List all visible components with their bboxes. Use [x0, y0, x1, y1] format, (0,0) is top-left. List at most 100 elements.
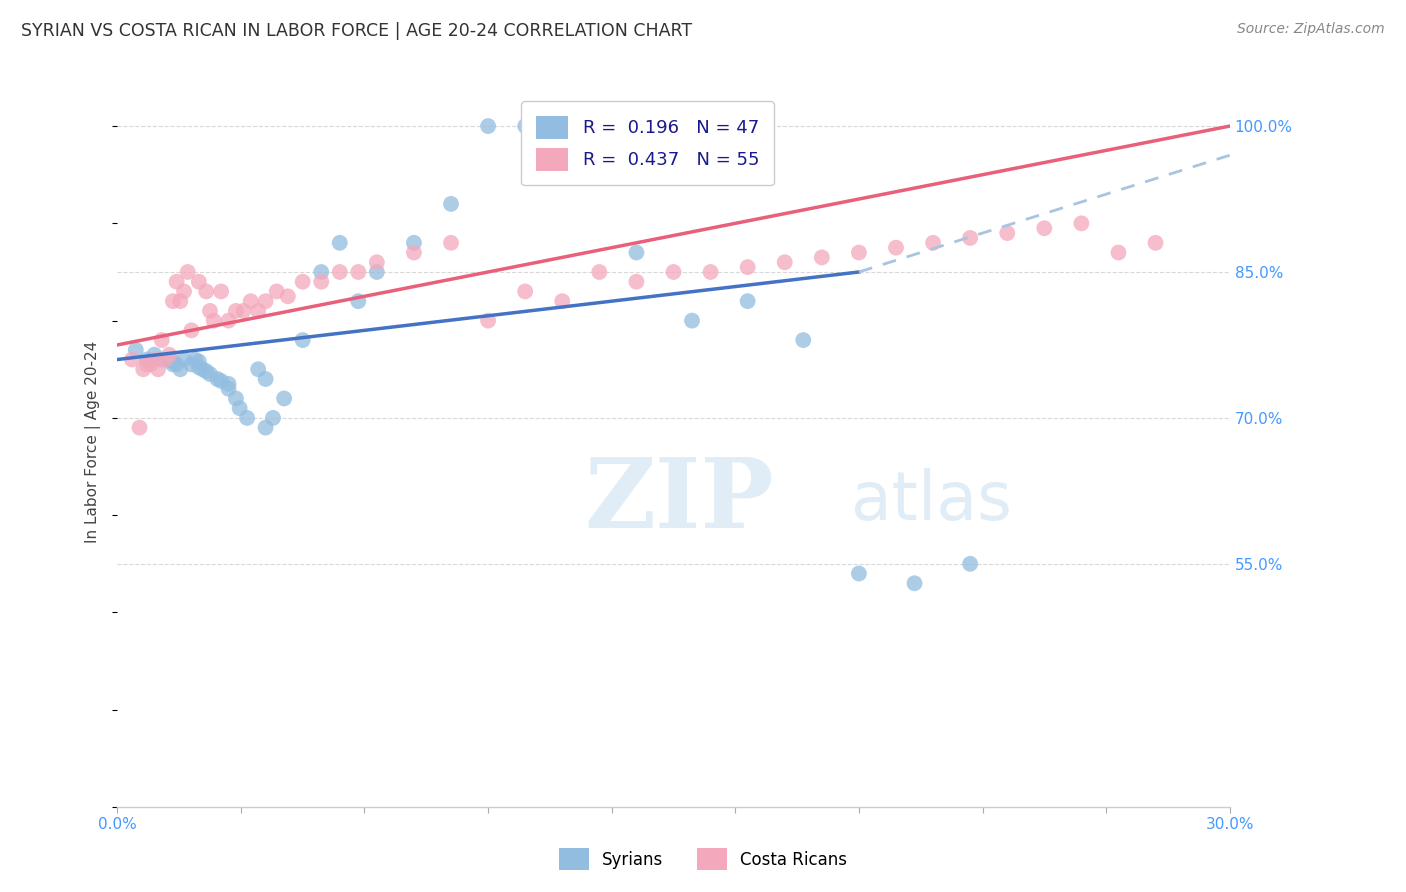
- Point: [347, 265, 370, 279]
- Point: [218, 313, 240, 327]
- Point: [207, 372, 229, 386]
- Point: [173, 285, 195, 299]
- Point: [959, 557, 981, 571]
- Point: [884, 241, 907, 255]
- Point: [180, 358, 202, 372]
- Point: [169, 362, 191, 376]
- Point: [1108, 245, 1130, 260]
- Point: [232, 304, 254, 318]
- Point: [291, 275, 314, 289]
- Point: [626, 275, 648, 289]
- Point: [218, 376, 240, 391]
- Point: [515, 119, 537, 133]
- Point: [773, 255, 796, 269]
- Point: [169, 294, 191, 309]
- Point: [187, 354, 209, 368]
- Point: [209, 285, 232, 299]
- Point: [157, 348, 180, 362]
- Point: [162, 294, 184, 309]
- Point: [121, 352, 143, 367]
- Point: [146, 362, 169, 376]
- Point: [198, 304, 221, 318]
- Point: [254, 420, 277, 434]
- Point: [162, 354, 184, 368]
- Point: [792, 333, 814, 347]
- Point: [551, 119, 574, 133]
- Point: [959, 231, 981, 245]
- Point: [155, 352, 177, 367]
- Point: [309, 265, 332, 279]
- Point: [515, 285, 537, 299]
- Text: ZIP: ZIP: [585, 453, 773, 548]
- Point: [811, 251, 834, 265]
- Point: [239, 294, 262, 309]
- Point: [1070, 216, 1092, 230]
- Point: [162, 358, 184, 372]
- Point: [125, 343, 148, 357]
- Point: [681, 313, 703, 327]
- Point: [225, 304, 247, 318]
- Legend: R =  0.196   N = 47, R =  0.437   N = 55: R = 0.196 N = 47, R = 0.437 N = 55: [522, 101, 773, 186]
- Point: [187, 275, 209, 289]
- Point: [347, 294, 370, 309]
- Point: [136, 358, 159, 372]
- Point: [236, 410, 259, 425]
- Point: [366, 255, 388, 269]
- Point: [139, 358, 162, 372]
- Point: [150, 352, 173, 367]
- Point: [551, 294, 574, 309]
- Point: [254, 294, 277, 309]
- Text: SYRIAN VS COSTA RICAN IN LABOR FORCE | AGE 20-24 CORRELATION CHART: SYRIAN VS COSTA RICAN IN LABOR FORCE | A…: [21, 22, 692, 40]
- Legend: Syrians, Costa Ricans: Syrians, Costa Ricans: [553, 842, 853, 877]
- Point: [166, 358, 188, 372]
- Point: [440, 235, 463, 250]
- Point: [150, 333, 173, 347]
- Y-axis label: In Labor Force | Age 20-24: In Labor Force | Age 20-24: [86, 341, 101, 543]
- Point: [291, 333, 314, 347]
- Point: [191, 362, 214, 376]
- Point: [477, 119, 499, 133]
- Point: [184, 352, 207, 367]
- Point: [848, 245, 870, 260]
- Point: [198, 367, 221, 381]
- Point: [247, 362, 270, 376]
- Point: [737, 260, 759, 274]
- Point: [273, 392, 295, 406]
- Text: atlas: atlas: [852, 467, 1012, 533]
- Point: [195, 285, 218, 299]
- Point: [180, 323, 202, 337]
- Point: [166, 275, 188, 289]
- Point: [588, 265, 610, 279]
- Point: [155, 352, 177, 367]
- Point: [995, 226, 1018, 240]
- Point: [143, 348, 166, 362]
- Point: [588, 128, 610, 143]
- Point: [329, 265, 352, 279]
- Point: [402, 245, 425, 260]
- Point: [1033, 221, 1056, 235]
- Point: [737, 294, 759, 309]
- Point: [440, 197, 463, 211]
- Point: [228, 401, 250, 416]
- Point: [136, 352, 159, 367]
- Point: [225, 392, 247, 406]
- Point: [329, 235, 352, 250]
- Point: [254, 372, 277, 386]
- Point: [177, 265, 200, 279]
- Point: [262, 410, 284, 425]
- Point: [173, 352, 195, 367]
- Point: [195, 364, 218, 378]
- Point: [143, 352, 166, 367]
- Point: [187, 360, 209, 375]
- Point: [626, 245, 648, 260]
- Point: [1144, 235, 1167, 250]
- Point: [128, 420, 150, 434]
- Point: [218, 382, 240, 396]
- Point: [662, 265, 685, 279]
- Point: [477, 313, 499, 327]
- Point: [209, 374, 232, 388]
- Point: [848, 566, 870, 581]
- Point: [266, 285, 288, 299]
- Point: [132, 362, 155, 376]
- Point: [247, 304, 270, 318]
